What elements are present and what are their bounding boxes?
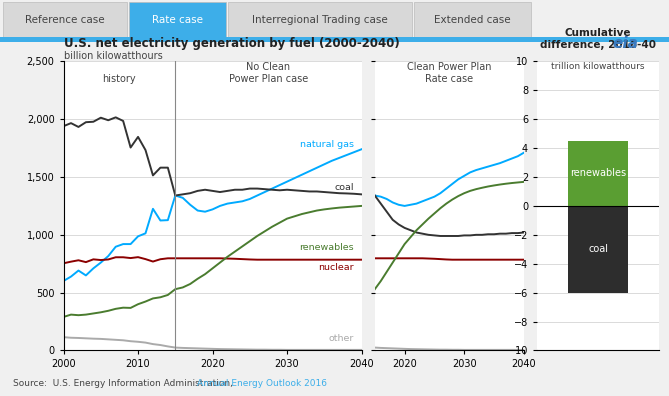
Text: history: history: [102, 74, 136, 84]
Text: Clean Power Plan
Rate case: Clean Power Plan Rate case: [407, 62, 492, 84]
Text: Cumulative
difference, 2016-40: Cumulative difference, 2016-40: [540, 28, 656, 50]
Text: Interregional Trading case: Interregional Trading case: [252, 15, 388, 25]
Bar: [0, 37, 669, 42]
Text: renewables: renewables: [300, 243, 354, 252]
Text: other: other: [328, 334, 354, 343]
Text: nuclear: nuclear: [318, 263, 354, 272]
Text: coal: coal: [588, 244, 608, 254]
Text: Annual Energy Outlook 2016: Annual Energy Outlook 2016: [197, 379, 327, 388]
Bar: [129, 2, 226, 38]
Text: No Clean
Power Plan case: No Clean Power Plan case: [229, 62, 308, 84]
Text: coal: coal: [334, 183, 354, 192]
Bar: [567, 141, 628, 206]
Text: billion kilowatthours: billion kilowatthours: [64, 51, 163, 61]
Text: Source:  U.S. Energy Information Administration,: Source: U.S. Energy Information Administ…: [13, 379, 236, 388]
Text: U.S. net electricity generation by fuel (2000-2040): U.S. net electricity generation by fuel …: [64, 36, 399, 50]
Text: Extended case: Extended case: [434, 15, 511, 25]
Bar: [414, 2, 531, 38]
Text: Reference case: Reference case: [25, 15, 105, 25]
Text: renewables: renewables: [570, 168, 626, 179]
Text: Rate case: Rate case: [152, 15, 203, 25]
Text: trillion kilowatthours: trillion kilowatthours: [551, 62, 645, 71]
Bar: [3, 2, 127, 38]
Bar: [567, 206, 628, 293]
Text: natural gas: natural gas: [300, 140, 354, 149]
Bar: [228, 2, 412, 38]
Text: eia: eia: [613, 36, 638, 51]
